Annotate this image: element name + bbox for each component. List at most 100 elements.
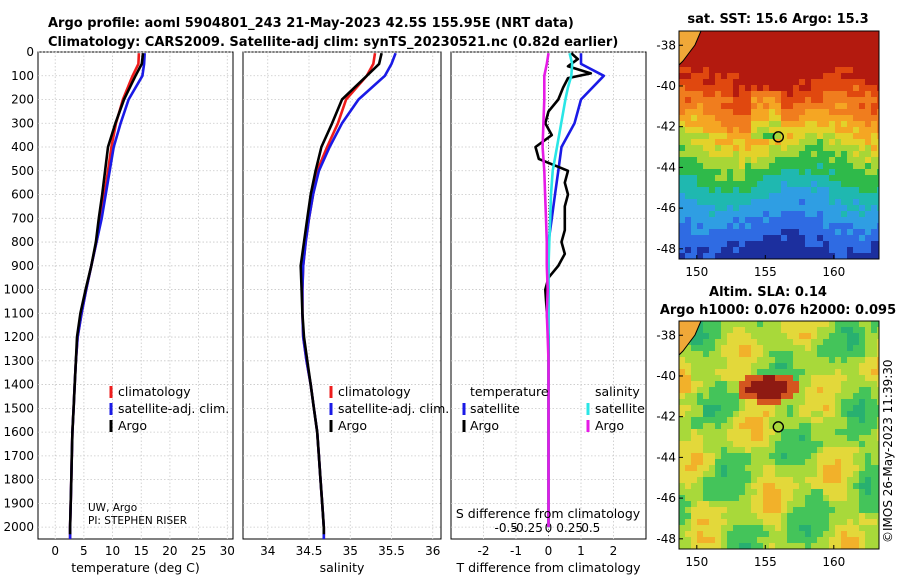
map-cell: [859, 103, 865, 109]
map-cell: [811, 223, 817, 229]
map-cell: [853, 435, 859, 441]
map-cell: [745, 525, 751, 531]
map-cell: [745, 55, 751, 61]
map-cell: [859, 405, 865, 411]
map-cell: [733, 91, 739, 97]
map-cell: [709, 429, 715, 435]
map-cell: [817, 253, 823, 259]
map-cell: [769, 37, 775, 43]
map-cell: [763, 79, 769, 85]
map-cell: [841, 387, 847, 393]
map-cell: [859, 73, 865, 79]
map-cell: [871, 399, 877, 405]
map-cell: [835, 345, 841, 351]
map-cell: [721, 139, 727, 145]
map-cell: [877, 79, 879, 85]
map-cell: [847, 489, 853, 495]
map-cell: [793, 453, 799, 459]
map-cell: [871, 543, 877, 549]
map-cell: [787, 55, 793, 61]
map-cell: [739, 423, 745, 429]
map-cell: [799, 369, 805, 375]
map-cell: [877, 477, 879, 483]
map-cell: [793, 61, 799, 67]
map-cell: [805, 109, 811, 115]
map-cell: [763, 495, 769, 501]
map-cell: [829, 423, 835, 429]
map-cell: [853, 483, 859, 489]
map-cell: [739, 465, 745, 471]
map-cell: [877, 375, 879, 381]
map-cell: [733, 55, 739, 61]
map-cell: [817, 423, 823, 429]
map-cell: [691, 91, 697, 97]
map-cell: [685, 115, 691, 121]
map-cell: [805, 477, 811, 483]
map-cell: [859, 247, 865, 253]
map-cell: [877, 163, 879, 169]
map-cell: [703, 73, 709, 79]
map-cell: [811, 31, 817, 37]
map-cell: [799, 447, 805, 453]
map-cell: [703, 163, 709, 169]
map-cell: [751, 61, 757, 67]
map-cell: [685, 351, 691, 357]
map-cell: [739, 121, 745, 127]
map-cell: [727, 61, 733, 67]
map-cell: [853, 253, 859, 259]
map-cell: [841, 405, 847, 411]
map-cell: [817, 61, 823, 67]
map-cell: [781, 223, 787, 229]
map-cell: [781, 145, 787, 151]
map-cell: [697, 139, 703, 145]
map-cell: [859, 399, 865, 405]
map-cell: [685, 253, 691, 259]
map-cell: [745, 327, 751, 333]
map-cell: [733, 115, 739, 121]
map-cell: [703, 363, 709, 369]
map-cell: [769, 441, 775, 447]
map-cell: [877, 525, 879, 531]
map-cell: [817, 37, 823, 43]
map-cell: [697, 333, 703, 339]
map-cell: [865, 483, 871, 489]
map-cell: [697, 375, 703, 381]
map-cell: [769, 145, 775, 151]
map-cell: [715, 43, 721, 49]
map-cell: [823, 339, 829, 345]
map-cell: [865, 345, 871, 351]
map-cell: [679, 103, 685, 109]
map-cell: [799, 393, 805, 399]
map-cell: [781, 519, 787, 525]
map-cell: [745, 31, 751, 37]
map-cell: [877, 429, 879, 435]
map-cell: [763, 43, 769, 49]
map-cell: [715, 67, 721, 73]
map-cell: [793, 121, 799, 127]
map-cell: [877, 471, 879, 477]
map-cell: [769, 133, 775, 139]
map-cell: [877, 205, 879, 211]
map-cell: [679, 115, 685, 121]
y-tick-label: 300: [11, 116, 34, 130]
map-cell: [847, 31, 853, 37]
map-cell: [721, 67, 727, 73]
map-cell: [835, 423, 841, 429]
map-cell: [859, 205, 865, 211]
map-cell: [859, 459, 865, 465]
map-cell: [691, 169, 697, 175]
map-cell: [817, 103, 823, 109]
salinity-legend: climatology satellite-adj. clim. Argo: [329, 384, 449, 433]
map-cell: [853, 495, 859, 501]
map-cell: [859, 67, 865, 73]
map-cell: [829, 399, 835, 405]
map-cell: [817, 375, 823, 381]
map-cell: [751, 121, 757, 127]
y-tick-label: 1800: [3, 473, 34, 487]
map-cell: [751, 543, 757, 549]
map-cell: [757, 241, 763, 247]
map-cell: [697, 447, 703, 453]
map-cell: [775, 127, 781, 133]
map-cell: [871, 519, 877, 525]
map-cell: [733, 519, 739, 525]
